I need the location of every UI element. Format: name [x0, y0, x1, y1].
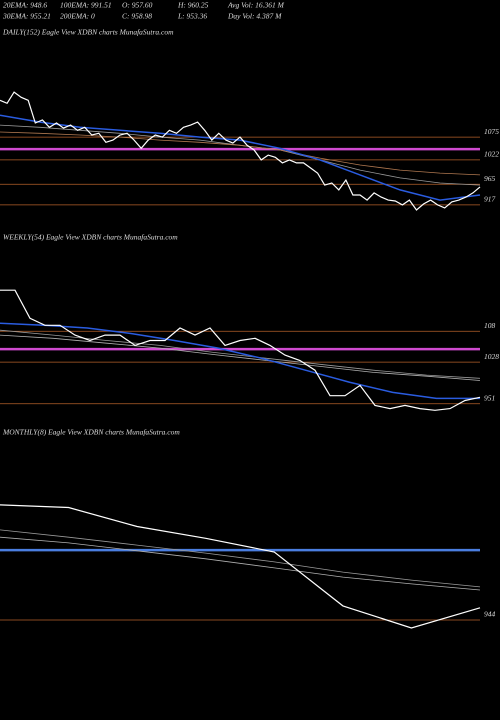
header-stat: 100EMA: 991.51: [60, 1, 112, 10]
header-stat: 200EMA: 0: [60, 12, 95, 21]
y-tick-label: 917: [484, 195, 496, 204]
series-line: [0, 91, 481, 211]
series-line: [0, 504, 481, 629]
header-stat: 20EMA: 948.6: [3, 1, 47, 10]
header-stat: O: 957.60: [122, 1, 153, 10]
series-line: [0, 322, 480, 400]
header-stat: H: 960.25: [177, 1, 209, 10]
panel-title: MONTHLY(8) Eagle View XDBN charts Munafa…: [2, 428, 180, 437]
panel-title: WEEKLY(54) Eagle View XDBN charts Munafa…: [3, 233, 178, 242]
y-tick-label: 1028: [484, 352, 499, 361]
header-stat: Avg Vol: 16.361 M: [227, 1, 285, 10]
series-line: [0, 536, 481, 591]
y-tick-label: 1075: [484, 127, 499, 136]
header-stat: C: 958.98: [122, 12, 152, 21]
panel-title: DAILY(152) Eagle View XDBN charts Munafa…: [2, 28, 174, 37]
series-line: [0, 289, 481, 411]
series-line: [0, 114, 481, 201]
series-line: [0, 329, 481, 379]
header-stat: Day Vol: 4.387 M: [227, 12, 282, 21]
series-line: [0, 334, 481, 381]
header-stat: L: 953.36: [177, 12, 207, 21]
y-tick-label: 108: [484, 321, 496, 330]
y-tick-label: 965: [484, 174, 496, 183]
y-tick-label: 944: [484, 610, 496, 619]
y-tick-label: 951: [484, 393, 495, 402]
series-line: [0, 529, 481, 588]
y-tick-label: 1022: [484, 150, 499, 159]
series-line: [0, 131, 481, 176]
header-stat: 30EMA: 955.21: [2, 12, 51, 21]
series-line: [0, 124, 481, 186]
